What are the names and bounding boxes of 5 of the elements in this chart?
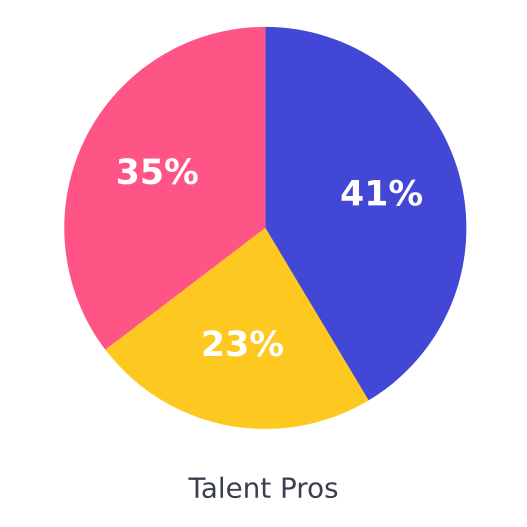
- data-label: 23%: [204, 330, 283, 356]
- text: Talent Pros: [188, 476, 338, 498]
- data-label: 41%: [342, 180, 422, 206]
- pie-slice: [105, 228, 369, 429]
- data-label: 35%: [118, 158, 198, 184]
